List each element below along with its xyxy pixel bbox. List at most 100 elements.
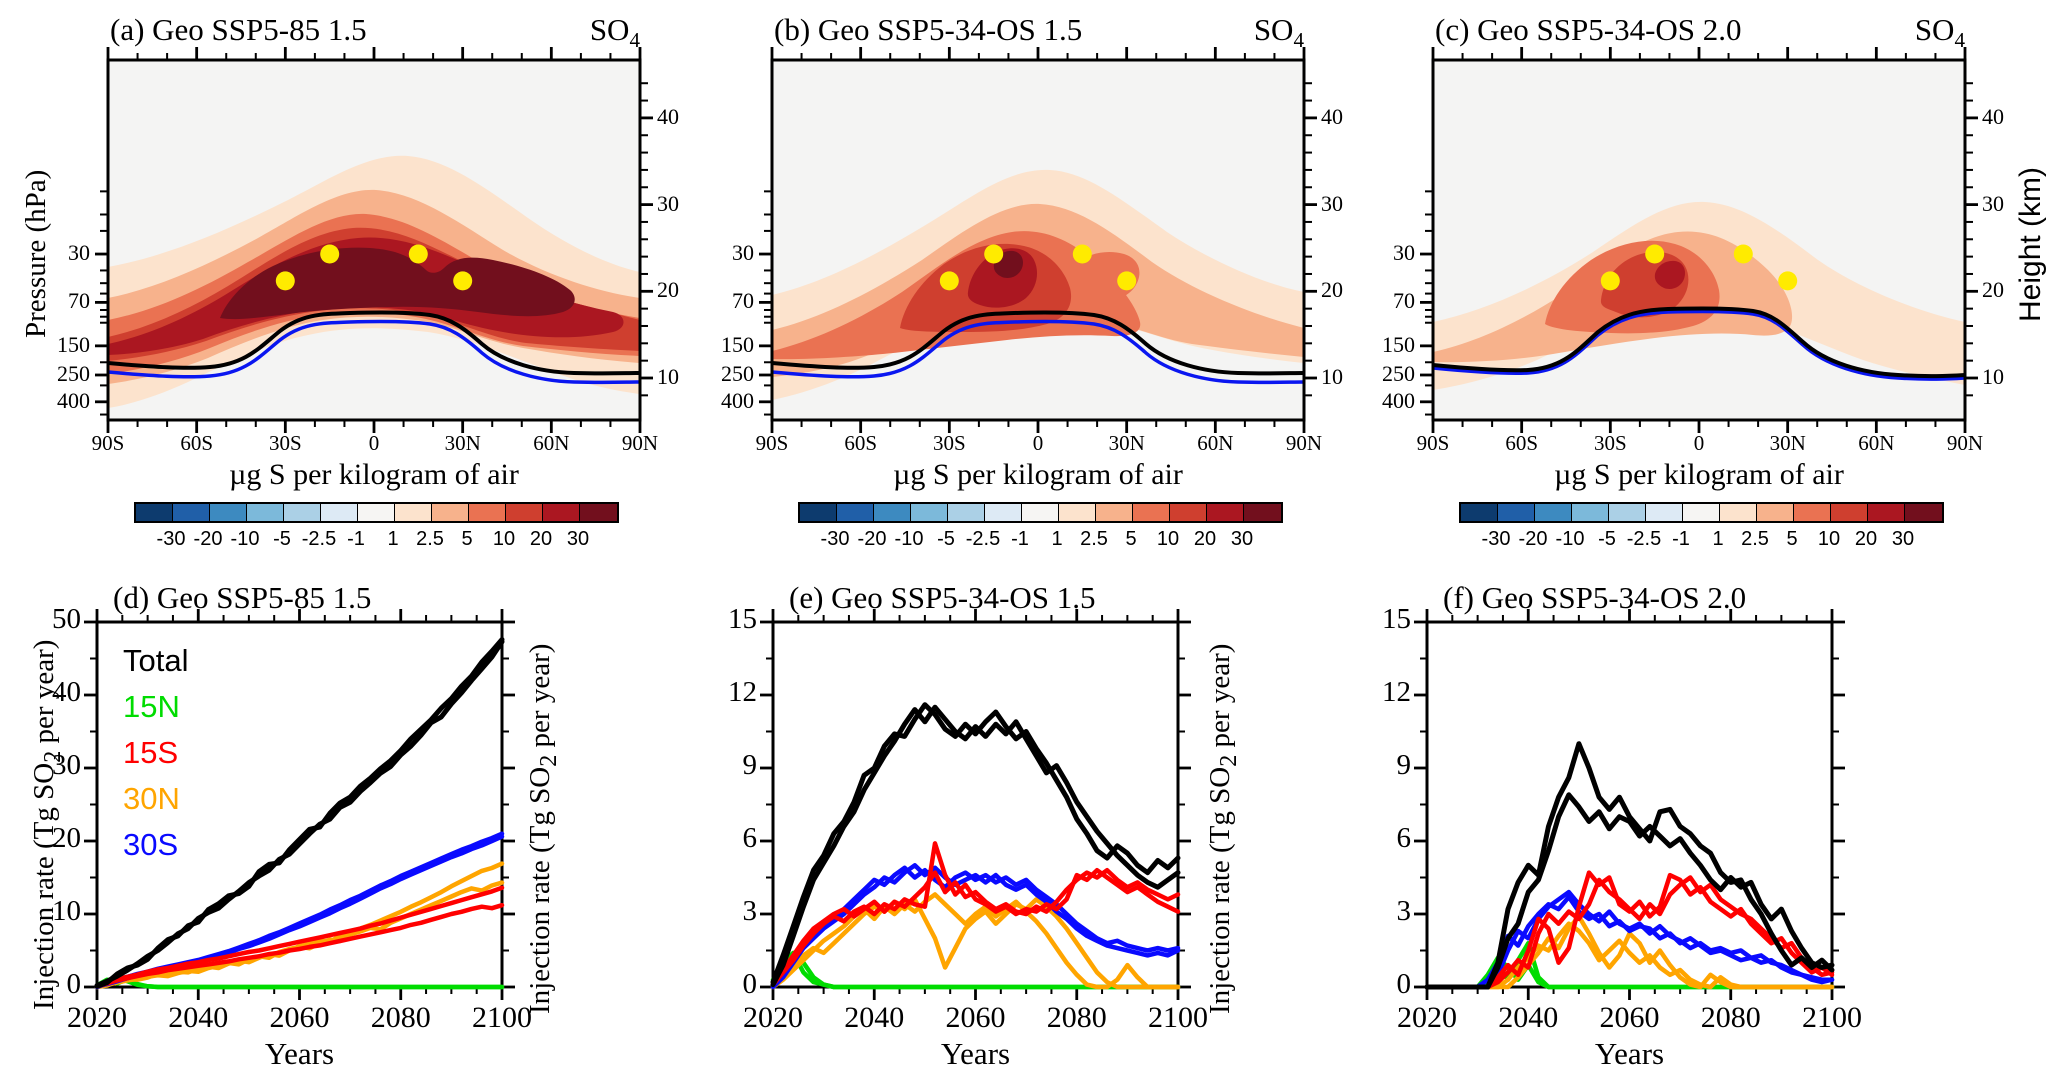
tick-label: 2.5 xyxy=(416,528,444,550)
colorbar-cell xyxy=(1868,504,1905,521)
tick-label: 60N xyxy=(533,431,570,455)
tick-label: -10 xyxy=(1555,528,1585,550)
tick-label: 10 xyxy=(52,895,81,927)
legend-item-30n: 30N xyxy=(123,781,180,816)
tick-label: -10 xyxy=(894,528,924,550)
colorbar-cell xyxy=(469,504,506,521)
tick-label: 30S xyxy=(268,431,302,455)
tick-label: 60S xyxy=(1505,431,1538,455)
colorbar-cell xyxy=(1461,504,1498,521)
tick-label: 2020 xyxy=(1397,1001,1457,1034)
panel-b-species-label: SO4 xyxy=(1253,12,1304,53)
tick-label: -2.5 xyxy=(1626,528,1662,550)
panel-d-title: (d) Geo SSP5-85 1.5 xyxy=(113,580,372,615)
tick-label: 50 xyxy=(52,603,81,635)
colorbar-cell xyxy=(1757,504,1794,521)
tick-label: 20 xyxy=(529,528,553,550)
tick-label: -30 xyxy=(1481,528,1511,550)
colorbar-cell xyxy=(1133,504,1170,521)
colorbar-cell xyxy=(1831,504,1868,521)
panel-b-title: (b) Geo SSP5-34-OS 1.5 xyxy=(774,12,1083,47)
legend-item-30s: 30S xyxy=(123,827,179,862)
tick-label: 1 xyxy=(387,528,399,550)
colorbar-cell xyxy=(247,504,284,521)
tick-label: 20 xyxy=(1321,277,1343,303)
contour-plot-b xyxy=(759,47,1317,433)
panel-e-title: (e) Geo SSP5-34-OS 1.5 xyxy=(789,580,1096,615)
colorbar-cell xyxy=(1572,504,1609,521)
tick-label: 6 xyxy=(742,822,758,854)
panel-c-species-label: SO4 xyxy=(1914,12,1965,53)
tick-label: 30N xyxy=(1769,431,1806,455)
axes-frame xyxy=(1420,47,1978,433)
legend-item-total: Total xyxy=(123,643,189,678)
tick-label: 20 xyxy=(657,277,679,303)
tropopause-line-black xyxy=(772,310,1304,376)
colorbar-cell xyxy=(1498,504,1535,521)
tick-label: 60N xyxy=(1197,431,1234,455)
tick-label: 0 xyxy=(66,968,82,1000)
tick-label: 40 xyxy=(657,103,679,129)
tick-label: 30 xyxy=(1891,528,1915,550)
tick-label: 70 xyxy=(732,288,754,314)
tick-label: 40 xyxy=(1321,103,1343,129)
legend: Total 15N 15S 30N 30S xyxy=(123,638,188,868)
colorbar-cell xyxy=(948,504,985,521)
tick-label: 10 xyxy=(1156,528,1180,550)
tick-label: 90N xyxy=(621,431,659,455)
tick-label: -20 xyxy=(1518,528,1548,550)
colorbar-cell xyxy=(173,504,210,521)
tick-label: 90N xyxy=(1946,431,1984,455)
tick-label: 2080 xyxy=(1046,1001,1107,1034)
tick-label: 30 xyxy=(657,190,679,216)
axes-frame xyxy=(759,47,1317,433)
colorbar-cell xyxy=(1170,504,1207,521)
colorbar-cell xyxy=(432,504,469,521)
tick-label: 30S xyxy=(1593,431,1627,455)
tick-label: 70 xyxy=(1393,288,1415,314)
tick-label: 2100 xyxy=(1802,1001,1862,1034)
so4-filled-contours xyxy=(1433,201,1965,390)
tick-label: 2040 xyxy=(844,1001,905,1034)
tick-label: 30N xyxy=(1108,431,1145,455)
tick-label: 150 xyxy=(57,331,90,357)
tick-label: 250 xyxy=(721,360,754,386)
tick-label: 30 xyxy=(1230,528,1254,550)
tick-label: 10 xyxy=(1321,364,1343,389)
tick-label: 60S xyxy=(844,431,877,455)
contour-plot-c xyxy=(1420,47,1978,433)
panel-a-species-label: SO4 xyxy=(589,12,640,53)
colorbar-cell xyxy=(985,504,1022,521)
years-xlabel: Years xyxy=(940,1036,1011,1071)
tick-label: 0 xyxy=(368,431,380,455)
colorbar-cell xyxy=(395,504,432,521)
colorbar-cell xyxy=(1646,504,1683,521)
tick-label: 70 xyxy=(68,288,90,314)
legend-item-15n: 15N xyxy=(123,689,180,724)
line-plot-f xyxy=(1414,609,1845,1000)
tick-label: 5 xyxy=(1125,528,1137,550)
injection-location-dots xyxy=(939,244,1137,291)
colorbar-cell xyxy=(506,504,543,521)
tick-label: -1 xyxy=(347,528,365,550)
tick-label: 3 xyxy=(1396,895,1412,927)
years-xlabel: Years xyxy=(1594,1036,1665,1071)
tick-label: 3 xyxy=(742,895,758,927)
line-plot-e xyxy=(760,609,1191,1000)
colorbar xyxy=(1459,502,1944,523)
injection-rate-lines xyxy=(770,702,1181,990)
contour-plot-a xyxy=(95,47,653,433)
tropopause-line-black xyxy=(108,310,640,376)
colorbar-cell xyxy=(358,504,395,521)
tick-label: -30 xyxy=(156,528,186,550)
tick-label: 30 xyxy=(1321,190,1343,216)
tick-label: 60N xyxy=(1858,431,1895,455)
colorbar-cell xyxy=(874,504,911,521)
tropopause-line-black xyxy=(1433,306,1965,379)
tick-label: 2.5 xyxy=(1080,528,1108,550)
tick-label: 10 xyxy=(1982,364,2004,389)
tropopause-line-blue xyxy=(772,319,1304,385)
tick-label: 0 xyxy=(742,968,758,1000)
contour-panel-c: (c) Geo SSP5-34-OS 2.0 SO4 µg S per kilo… xyxy=(1382,12,2004,550)
tick-label: 0 xyxy=(1032,431,1044,455)
